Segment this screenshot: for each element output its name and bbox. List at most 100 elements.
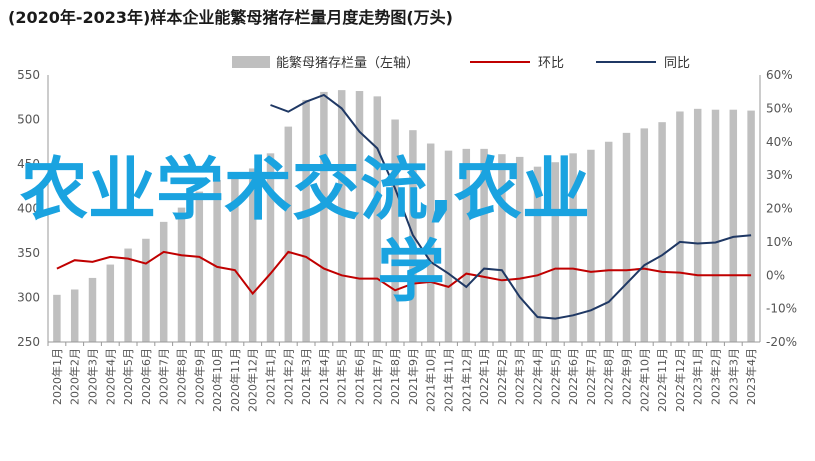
x-tick-label-11: 2020年12月 xyxy=(246,348,260,412)
x-tick-label-37: 2023年2月 xyxy=(709,348,723,405)
axes: 250 300 350 400 450 500 550 -20% -10% 0% 10% 20% 30%… xyxy=(17,68,797,412)
x-tick-label-31: 2022年8月 xyxy=(602,348,616,405)
x-tick-label-29: 2022年6月 xyxy=(566,348,580,405)
bar-12 xyxy=(266,153,275,342)
bar-39 xyxy=(747,110,755,342)
bar-30 xyxy=(587,149,595,342)
bar-22 xyxy=(444,150,453,342)
y-left-tick-0: 250 xyxy=(17,335,40,349)
bar-8 xyxy=(195,191,204,342)
y-right-tick-8: 60% xyxy=(766,68,793,82)
bar-35 xyxy=(676,111,684,343)
chart-title: (2020年-2023年)样本企业能繁母猪存栏量月度走势图(万头) xyxy=(8,8,453,27)
x-tick-label-5: 2020年6月 xyxy=(139,348,153,405)
bar-19 xyxy=(391,119,399,342)
legend: 能繁母猪存栏量（左轴） 环比 同比 xyxy=(232,55,690,71)
bar-31 xyxy=(604,141,613,342)
bar-33 xyxy=(640,128,649,342)
bar-26 xyxy=(515,156,524,342)
x-tick-label-36: 2023年1月 xyxy=(691,348,705,405)
y-left-tick-1: 300 xyxy=(17,291,40,305)
x-tick-label-28: 2022年5月 xyxy=(548,348,562,405)
bar-34 xyxy=(658,122,666,342)
x-tick-label-13: 2021年2月 xyxy=(281,348,295,405)
x-tick-label-4: 2020年5月 xyxy=(121,348,135,405)
y-right-tick-3: 10% xyxy=(766,235,793,249)
x-tick-label-8: 2020年9月 xyxy=(192,348,206,405)
bar-23 xyxy=(462,148,471,342)
x-tick-label-1: 2020年2月 xyxy=(68,348,82,405)
y-right-tick-4: 20% xyxy=(766,202,793,216)
bar-1 xyxy=(70,289,79,342)
legend-label-2: 同比 xyxy=(664,56,690,71)
y-left-tick-6: 550 xyxy=(17,68,40,82)
legend-label-0: 能繁母猪存栏量（左轴） xyxy=(276,55,419,71)
y-right-tick-6: 40% xyxy=(766,135,793,149)
x-tick-label-20: 2021年9月 xyxy=(406,348,420,405)
bar-6 xyxy=(159,221,168,342)
y-left-tick-4: 450 xyxy=(17,157,40,171)
x-tick-label-10: 2020年11月 xyxy=(228,348,242,412)
y-right-tick-5: 30% xyxy=(766,168,793,182)
x-tick-label-34: 2022年11月 xyxy=(655,348,669,412)
bar-4 xyxy=(124,248,132,342)
x-tick-label-33: 2022年10月 xyxy=(637,348,651,412)
x-tick-label-21: 2021年10月 xyxy=(424,348,438,412)
bar-24 xyxy=(480,148,488,342)
x-tick-label-17: 2021年6月 xyxy=(353,348,367,405)
bar-17 xyxy=(355,91,364,343)
line-group xyxy=(56,93,752,320)
x-tick-label-14: 2021年3月 xyxy=(299,348,313,405)
bar-0 xyxy=(53,294,61,342)
series-line-2 xyxy=(270,93,752,320)
x-tick-label-18: 2021年7月 xyxy=(370,348,384,405)
bar-25 xyxy=(498,154,506,342)
bar-group xyxy=(53,90,755,343)
bar-9 xyxy=(213,180,221,342)
x-tick-label-3: 2020年4月 xyxy=(103,348,117,405)
x-tick-label-6: 2020年7月 xyxy=(157,348,171,405)
y-left-tick-5: 500 xyxy=(17,113,40,127)
series-line-1 xyxy=(56,250,752,296)
bar-18 xyxy=(373,96,382,342)
x-tick-label-38: 2023年3月 xyxy=(726,348,740,405)
bar-38 xyxy=(729,109,738,343)
bar-29 xyxy=(569,153,577,342)
x-tick-label-23: 2021年12月 xyxy=(459,348,473,412)
bar-32 xyxy=(622,132,631,342)
bar-14 xyxy=(302,99,310,342)
bar-11 xyxy=(248,168,257,342)
x-tick-label-22: 2021年11月 xyxy=(442,348,456,412)
y-right-tick-7: 50% xyxy=(766,101,793,115)
y-left-tick-2: 350 xyxy=(17,246,40,260)
y-right-tick-2: 0% xyxy=(766,268,785,282)
bar-2 xyxy=(88,277,97,342)
x-tick-label-35: 2022年12月 xyxy=(673,348,687,412)
x-tick-label-2: 2020年3月 xyxy=(86,348,100,405)
x-tick-label-0: 2020年1月 xyxy=(50,348,64,405)
bar-27 xyxy=(533,166,542,342)
bar-16 xyxy=(337,90,346,342)
bar-7 xyxy=(177,207,186,342)
x-tick-label-12: 2021年1月 xyxy=(264,348,278,405)
x-tick-label-16: 2021年5月 xyxy=(335,348,349,405)
legend-swatch-0 xyxy=(232,56,270,68)
x-tick-label-7: 2020年8月 xyxy=(175,348,189,405)
x-tick-label-32: 2022年9月 xyxy=(620,348,634,405)
bar-36 xyxy=(693,108,702,342)
bar-28 xyxy=(551,162,560,342)
x-tick-label-19: 2021年8月 xyxy=(388,348,402,405)
bar-21 xyxy=(426,143,435,342)
bar-13 xyxy=(284,126,293,343)
bar-37 xyxy=(711,109,720,343)
bar-3 xyxy=(106,264,115,342)
x-tick-label-39: 2023年4月 xyxy=(744,348,758,405)
x-tick-label-26: 2022年3月 xyxy=(513,348,527,405)
y-right-tick-0: -20% xyxy=(766,335,797,349)
bar-5 xyxy=(142,238,150,342)
x-tick-label-24: 2022年1月 xyxy=(477,348,491,405)
x-tick-label-25: 2022年2月 xyxy=(495,348,509,405)
y-left-tick-3: 400 xyxy=(17,202,40,216)
legend-label-1: 环比 xyxy=(538,56,564,71)
